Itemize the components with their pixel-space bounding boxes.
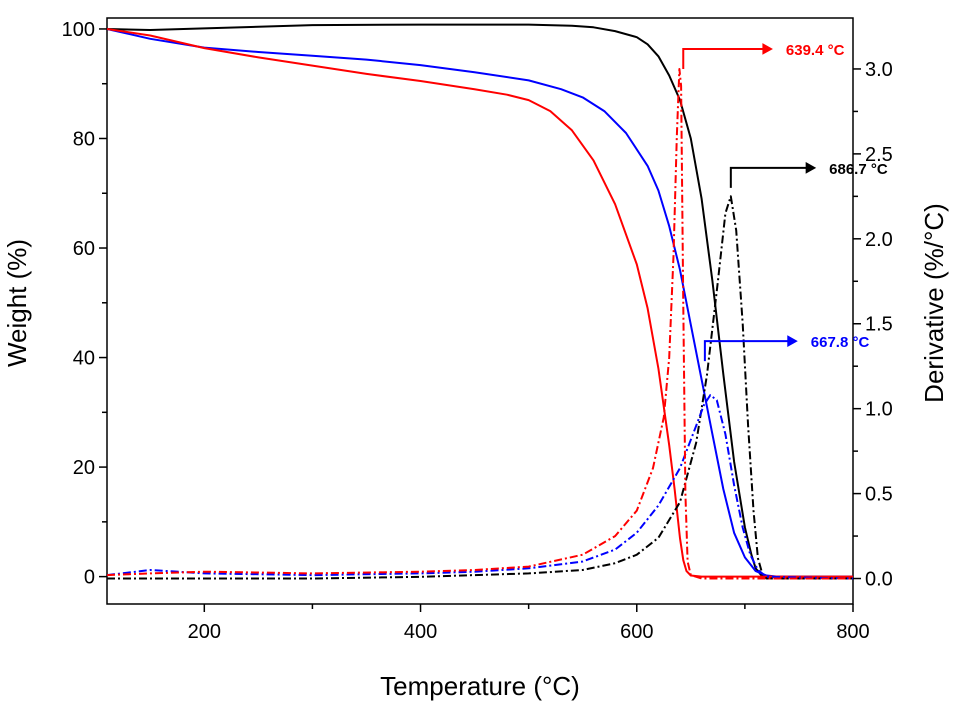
x-axis-title: Temperature (°C): [380, 671, 580, 701]
annotation-arrow-head: [762, 43, 773, 55]
y-right-tick-label: 1.5: [865, 314, 893, 336]
annotation-label: 639.4 °C: [786, 42, 845, 59]
x-tick-label: 800: [836, 621, 869, 643]
y-right-tick-label: 1.0: [865, 399, 893, 421]
annotation-label: 667.8 °C: [811, 334, 870, 351]
series-blue-weight: [106, 28, 853, 578]
y-axis-left-title: Weight (%): [2, 239, 32, 367]
y-left-tick-label: 100: [62, 19, 95, 41]
y-left-tick-label: 0: [84, 567, 95, 589]
annotation-label: 686.7 °C: [829, 161, 888, 178]
annotation-arrow-line: [682, 47, 764, 69]
series-red-derivative: [106, 68, 853, 580]
series-red-weight: [106, 28, 853, 578]
y-left-tick-label: 60: [73, 238, 95, 260]
annotation-layer: 639.4 °C 686.7 °C 667.8 °C: [682, 42, 888, 362]
series-layer: [106, 23, 854, 580]
annotation-arrow-line: [729, 166, 808, 188]
y-left-tick-label: 80: [73, 128, 95, 150]
y-right-tick-label: 2.5: [865, 144, 893, 166]
y-right-tick-label: 3.0: [865, 59, 893, 81]
series-blue-derivative: [106, 394, 854, 580]
annotation-arrow-line: [703, 340, 789, 362]
annotation-arrow-head: [805, 162, 817, 174]
y-left-tick-label: 20: [73, 457, 95, 479]
series-black-derivative: [107, 195, 853, 580]
y-right-tick-label: 0.0: [865, 569, 893, 591]
x-tick-label: 200: [188, 621, 221, 643]
annotation-arrow-head: [787, 335, 798, 347]
y-axis-right-title: Derivative (%/°C): [919, 203, 949, 403]
series-black-weight: [106, 23, 853, 578]
y-right-tick-label: 0.5: [865, 484, 893, 506]
y-right-tick-label: 2.0: [865, 229, 893, 251]
plot-border: [106, 17, 854, 605]
y-left-tick-label: 40: [73, 348, 95, 370]
x-tick-label: 600: [620, 621, 653, 643]
ticks-layer: 200 400 600 800 0 20 40 60 80 100 0.0 0.5 1.0 1.5 2.0 2…: [62, 19, 893, 643]
x-tick-label: 400: [404, 621, 437, 643]
plot-frame: [106, 17, 854, 605]
